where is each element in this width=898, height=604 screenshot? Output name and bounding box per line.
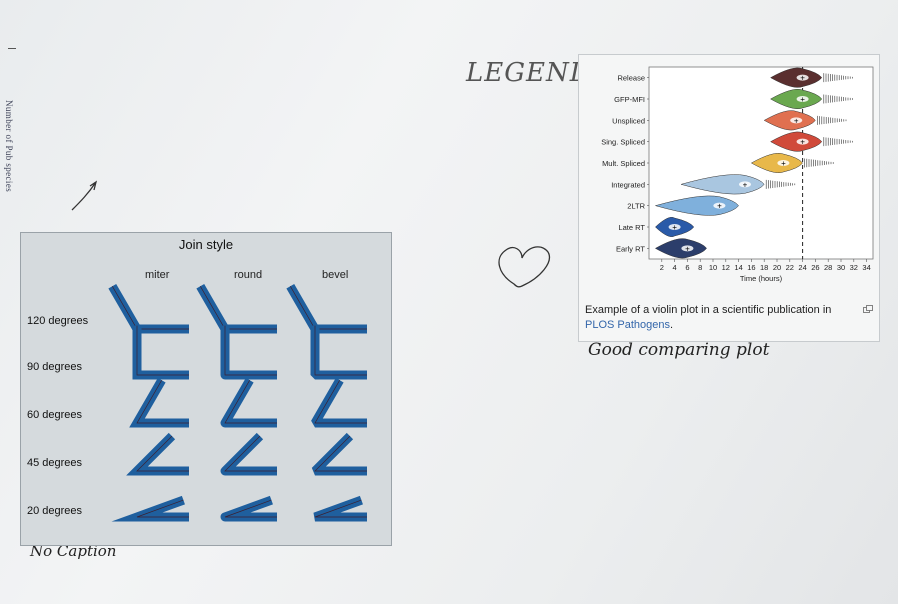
x-tick-label: 8: [698, 263, 702, 272]
median-plus: +: [672, 223, 677, 232]
join-style-title: Join style: [178, 237, 234, 252]
join-round-45: [220, 432, 277, 476]
violin-mult-spliced: [750, 153, 803, 173]
column-label-miter: miter: [145, 269, 170, 281]
median-plus: +: [743, 180, 748, 189]
caption-link[interactable]: PLOS Pathogens: [585, 319, 671, 331]
median-marker: [790, 117, 803, 124]
caption-text: Example of a violin plot in a scientific…: [585, 304, 832, 316]
category-label: Sing. Spliced: [601, 138, 645, 147]
join-round-20: [220, 495, 277, 522]
x-tick-label: 4: [673, 263, 677, 272]
row-label-20: 20 degrees: [27, 505, 83, 517]
violin-plot-figure: Release + GFP-MFI + Unspliced + Sing. Spliced +…: [578, 54, 880, 342]
x-tick-label: 34: [862, 263, 870, 272]
handwritten-no-caption: No Caption: [30, 542, 117, 560]
x-tick-label: 6: [685, 263, 689, 272]
median-plus: +: [685, 244, 690, 253]
category-label: Release: [617, 74, 645, 83]
median-plus: +: [794, 116, 799, 125]
x-tick-label: 32: [850, 263, 858, 272]
row-label-60: 60 degrees: [27, 409, 83, 421]
join-miter-45: [126, 432, 189, 476]
median-plus: +: [781, 159, 786, 168]
category-label: Mult. Spliced: [602, 159, 645, 168]
median-plus: +: [800, 95, 805, 104]
join-round-60: [220, 377, 277, 428]
join-miter-120: [108, 283, 189, 334]
category-label: Integrated: [611, 180, 645, 189]
category-label: Early RT: [616, 244, 645, 253]
median-marker: [796, 96, 809, 102]
median-marker: [796, 74, 809, 81]
join-bevel-20: [313, 495, 367, 522]
x-tick-label: 26: [811, 263, 819, 272]
category-label: GFP-MFI: [614, 95, 645, 104]
row-label-120: 120 degrees: [27, 315, 89, 327]
join-bevel-90: [310, 325, 367, 380]
handwritten-good-comparing: Good comparing plot: [588, 340, 770, 360]
median-plus: +: [800, 138, 805, 147]
category-label: Late RT: [618, 223, 645, 232]
median-marker: [668, 224, 681, 230]
x-axis-label: Time (hours): [740, 274, 783, 283]
join-shapes: [108, 283, 367, 522]
violin-gfp-mfi: [770, 89, 823, 109]
x-tick-label: 10: [709, 263, 717, 272]
row-label-90: 90 degrees: [27, 361, 83, 373]
edge-tick-mark: [8, 48, 16, 49]
x-tick-label: 14: [734, 263, 742, 272]
median-marker: [681, 245, 694, 252]
x-tick-label: 28: [824, 263, 832, 272]
violin-unspliced: [763, 110, 816, 131]
median-marker: [777, 160, 790, 166]
median-plus: +: [800, 74, 805, 83]
x-tick-label: 16: [747, 263, 755, 272]
x-tick-label: 30: [837, 263, 845, 272]
violin-release: [770, 67, 823, 88]
join-bevel-60: [311, 377, 367, 428]
x-tick-label: 24: [798, 263, 806, 272]
join-miter-20: [111, 495, 189, 522]
x-tick-label: 22: [786, 263, 794, 272]
category-label: Unspliced: [612, 116, 645, 125]
x-tick-label: 18: [760, 263, 768, 272]
violin-sing-spliced: [770, 131, 823, 152]
violin-integrated: [680, 174, 765, 195]
handwritten-legend: LEGEND: [466, 58, 592, 88]
join-round-120: [196, 283, 277, 334]
caption-end: .: [670, 319, 674, 331]
column-label-round: round: [234, 269, 263, 281]
join-bevel-120: [286, 283, 367, 334]
x-tick-label: 20: [773, 263, 781, 272]
violin-early-rt: [654, 238, 707, 259]
join-round-90: [220, 325, 277, 380]
heart-doodle: [498, 246, 550, 288]
violin-plot-chart: Release + GFP-MFI + Unspliced + Sing. Spliced +…: [601, 66, 874, 283]
join-bevel-45: [311, 432, 367, 476]
median-marker: [739, 181, 751, 188]
median-marker: [796, 138, 809, 145]
row-label-45: 45 degrees: [27, 457, 83, 469]
column-label-bevel: bevel: [322, 269, 349, 281]
median-plus: +: [717, 202, 722, 211]
x-tick-label: 12: [722, 263, 730, 272]
join-miter-60: [129, 377, 189, 428]
pen-stroke-doodle: [71, 180, 98, 211]
join-miter-90: [132, 325, 189, 380]
category-label: 2LTR: [627, 202, 645, 211]
join-style-figure: Join style miter round bevel 120 degrees…: [20, 232, 392, 546]
violin-caption: Example of a violin plot in a scientific…: [585, 303, 855, 333]
violin-2ltr: [654, 195, 739, 216]
enlarge-icon[interactable]: [863, 305, 873, 313]
x-tick-label: 2: [660, 263, 664, 272]
median-marker: [713, 202, 726, 209]
page-edge-text: Number of Pub species: [4, 100, 14, 193]
